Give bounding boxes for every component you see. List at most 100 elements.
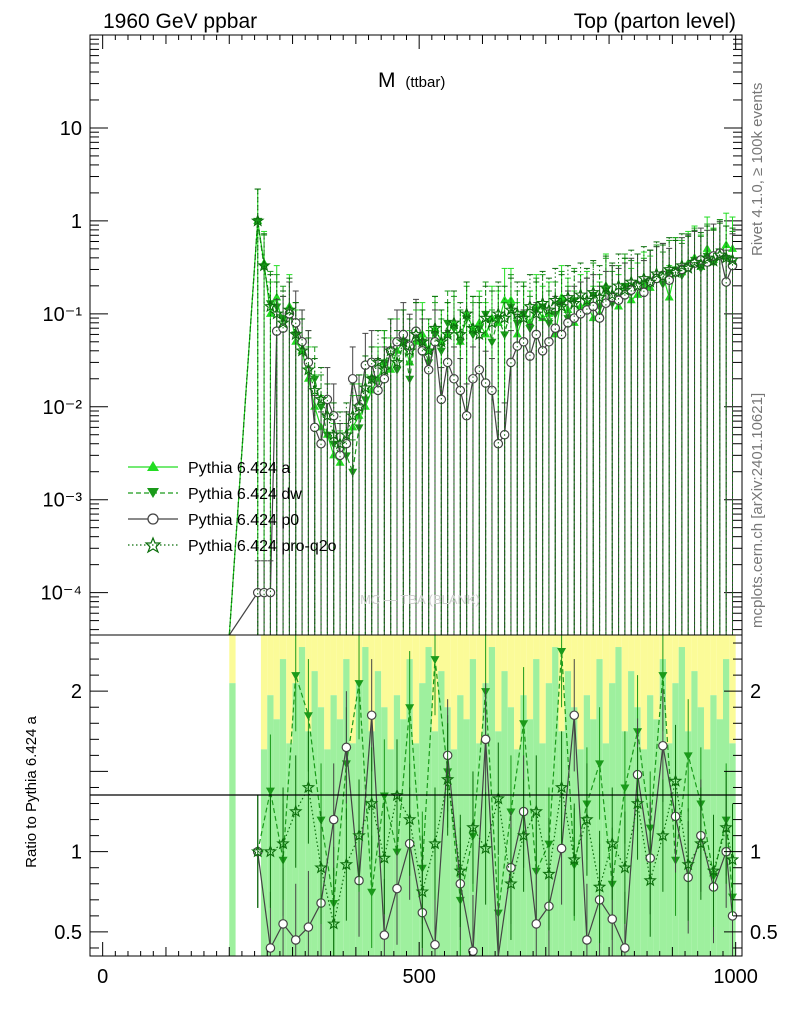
- ratio-point: [618, 860, 632, 874]
- data-point: [561, 290, 575, 304]
- data-point: [377, 362, 392, 376]
- version-note: Rivet 4.1.0, ≥ 100k events: [749, 83, 766, 256]
- ratio-point: [620, 943, 630, 953]
- band-yellow: [330, 635, 337, 696]
- ratio-point: [605, 836, 620, 850]
- band-yellow: [273, 635, 280, 720]
- triangle-down-icon: [147, 488, 159, 498]
- band-yellow: [577, 635, 584, 750]
- band-yellow: [279, 635, 287, 660]
- data-point: [447, 315, 461, 329]
- data-point: [700, 250, 714, 264]
- data-point: [265, 587, 276, 598]
- band-green: [463, 719, 470, 956]
- data-point: [542, 302, 556, 316]
- band-yellow: [729, 635, 736, 744]
- data-point: [518, 336, 529, 347]
- data-point: [497, 311, 512, 324]
- data-point: [335, 450, 345, 461]
- band-yellow: [374, 635, 382, 672]
- data-point: [434, 334, 449, 348]
- band-green: [640, 749, 648, 956]
- ratio-point: [683, 752, 693, 761]
- data-point: [352, 399, 366, 413]
- data-point: [333, 436, 347, 450]
- ratio-point: [567, 852, 582, 866]
- data-point: [269, 306, 284, 320]
- band-green: [716, 719, 724, 956]
- ratio-point: [607, 914, 618, 924]
- data-point: [301, 362, 316, 376]
- data-point: [713, 247, 727, 261]
- ratio-point: [303, 712, 313, 721]
- ratio-point: [303, 922, 314, 932]
- y-tick-label: 10⁻³: [43, 490, 83, 512]
- x-tick-label: 500: [402, 966, 435, 988]
- data-point: [719, 250, 733, 264]
- data-point: [537, 345, 548, 356]
- ratio-point: [504, 876, 518, 890]
- band-yellow: [419, 635, 426, 684]
- band-yellow: [653, 635, 660, 720]
- data-point: [649, 266, 664, 280]
- ratio-point: [595, 760, 605, 769]
- legend-item-dw: Pythia 6.424 dw: [128, 486, 302, 503]
- band-green: [438, 671, 445, 956]
- ratio-ylabel: Ratio to Pythia 6.424 a: [23, 715, 40, 867]
- band-green: [678, 647, 686, 956]
- band-yellow: [583, 635, 591, 696]
- watermark: MC — TBA (BLANK): [360, 592, 480, 607]
- y-tick-label: 10⁻²: [43, 397, 83, 419]
- data-point: [630, 278, 645, 292]
- band-yellow: [469, 635, 477, 660]
- band-yellow: [457, 635, 464, 696]
- band-yellow: [406, 635, 413, 660]
- band-yellow: [539, 635, 546, 744]
- ratio-point: [694, 836, 708, 850]
- band-yellow: [317, 635, 325, 708]
- band-yellow: [564, 635, 572, 672]
- data-point: [347, 373, 358, 384]
- data-point: [466, 321, 480, 334]
- data-point: [668, 265, 683, 278]
- ratio-series-pythia-6-424-pro-q2o: [250, 723, 740, 956]
- ratio-point: [278, 919, 288, 929]
- band-yellow: [507, 635, 515, 708]
- data-point: [618, 283, 632, 296]
- ratio-point: [276, 836, 290, 850]
- band-yellow: [311, 635, 318, 672]
- band-green: [450, 749, 458, 956]
- main-y-ticks: 10⁻⁴ 10⁻³ 10⁻² 10⁻¹ 1 10: [41, 34, 742, 631]
- band-yellow: [393, 635, 401, 696]
- data-point: [326, 427, 341, 441]
- data-point: [478, 311, 493, 324]
- x-tick-label: 0: [97, 966, 108, 988]
- data-point: [276, 315, 290, 329]
- band-green: [539, 743, 546, 956]
- band-yellow: [514, 635, 521, 750]
- band-yellow: [412, 635, 420, 744]
- ratio-point: [556, 843, 567, 854]
- data-point: [383, 343, 398, 357]
- data-point: [468, 373, 478, 384]
- band-yellow: [628, 635, 635, 672]
- main-panel: 10⁻⁴ 10⁻³ 10⁻² 10⁻¹ 1 10 MC — TBA (BLANK): [41, 34, 743, 636]
- band-yellow: [438, 635, 445, 672]
- band-green: [273, 719, 280, 956]
- legend-label-pro-q2o: Pythia 6.424 pro-q2o: [188, 538, 337, 555]
- band-green: [286, 743, 293, 956]
- data-point: [573, 287, 588, 301]
- series-pythia-6-424-dw: [228, 188, 738, 636]
- ratio-point: [531, 919, 542, 929]
- band-yellow: [672, 635, 679, 684]
- ratio-point: [392, 883, 402, 894]
- ratio-point: [364, 796, 379, 810]
- band-yellow: [298, 635, 306, 648]
- data-point: [592, 290, 607, 304]
- band-green: [324, 749, 331, 956]
- band-yellow: [444, 635, 451, 708]
- data-point: [504, 302, 518, 316]
- ratio-point: [516, 828, 531, 842]
- data-point: [599, 280, 613, 294]
- legend: Pythia 6.424 a Pythia 6.424 dw Pythia 6.…: [128, 460, 337, 555]
